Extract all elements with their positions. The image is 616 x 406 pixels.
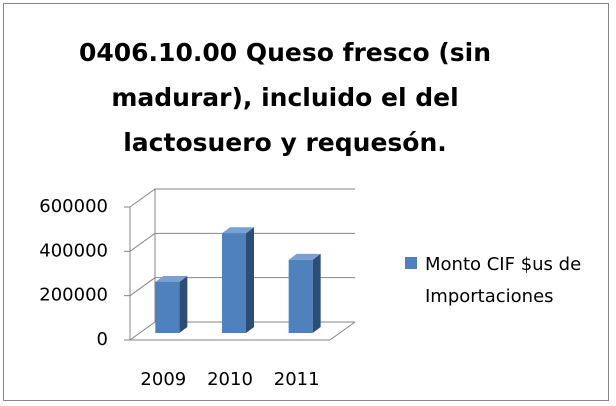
bar — [288, 253, 321, 333]
bar-top — [288, 253, 321, 260]
bar — [155, 276, 188, 333]
bar-front — [222, 233, 246, 333]
grid-line — [129, 232, 355, 252]
grid-line — [129, 277, 355, 297]
x-tick-label: 2010 — [207, 369, 253, 390]
bar-side — [179, 276, 188, 333]
y-tick-label: 600000 — [39, 196, 108, 217]
bar — [222, 227, 254, 333]
y-tick-label: 200000 — [39, 285, 108, 306]
bar-top — [155, 276, 188, 283]
x-tick-label: 2011 — [274, 369, 320, 390]
grid-line — [129, 321, 355, 341]
bar-side — [312, 253, 321, 333]
bar-front — [288, 259, 313, 333]
chart-title: 0406.10.00 Queso fresco (sin madurar), i… — [78, 38, 492, 157]
chart-frame — [3, 3, 609, 401]
y-tick-label: 400000 — [39, 240, 108, 261]
y-tick-label: 0 — [97, 329, 108, 350]
bar-side — [246, 227, 254, 333]
bar-front — [155, 282, 180, 333]
legend-label: Monto CIF $us de Importaciones — [425, 254, 582, 307]
grid-line — [129, 188, 355, 208]
legend-swatch — [405, 257, 417, 269]
floor-edge — [329, 321, 356, 341]
bar-top — [222, 227, 254, 234]
x-tick-label: 2009 — [140, 369, 186, 390]
